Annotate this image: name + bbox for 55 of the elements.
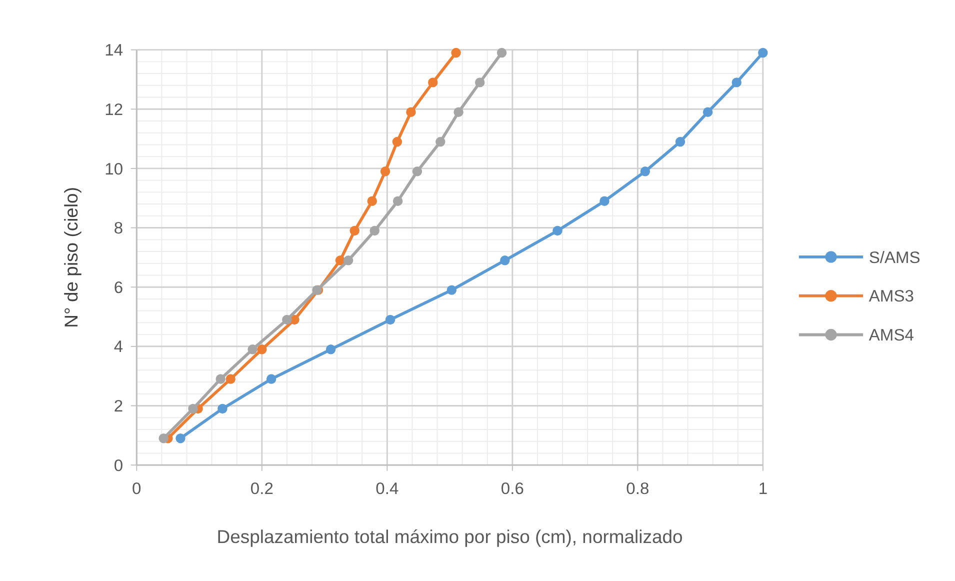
point — [474, 78, 485, 88]
point — [158, 434, 168, 444]
point — [282, 314, 292, 325]
x-tick-label: 0.4 — [376, 479, 399, 498]
point — [552, 226, 562, 236]
point — [392, 136, 402, 147]
legend-label: S/AMS — [868, 248, 920, 267]
point — [380, 166, 390, 176]
point — [385, 314, 396, 325]
point — [446, 285, 457, 295]
y-tick-label: 2 — [114, 396, 124, 416]
y-axis-title: N° de piso (cielo) — [60, 187, 82, 328]
point — [350, 226, 360, 236]
point — [370, 226, 380, 236]
point — [702, 107, 713, 117]
point — [343, 256, 354, 266]
point — [218, 404, 228, 414]
x-tick-label: 1 — [758, 479, 768, 498]
y-tick-label: 8 — [114, 218, 124, 238]
y-tick-label: 12 — [104, 100, 124, 119]
point — [496, 48, 507, 58]
point — [454, 107, 464, 117]
legend-label: AMS4 — [868, 326, 914, 345]
point — [436, 136, 446, 147]
y-tick-label: 0 — [114, 456, 124, 475]
point — [500, 256, 510, 266]
x-tick-label: 0.8 — [626, 479, 650, 498]
point — [406, 107, 416, 117]
y-tick-label: 6 — [114, 278, 124, 297]
x-axis-title: Desplazamiento total máximo por piso (cm), normalizado — [216, 526, 683, 547]
point — [392, 196, 403, 206]
point — [451, 48, 461, 58]
x-tick-label: 0.6 — [500, 479, 524, 498]
point — [600, 196, 610, 206]
point — [188, 404, 198, 414]
point — [226, 374, 236, 384]
point — [266, 374, 276, 384]
point — [326, 344, 336, 354]
point — [176, 434, 186, 444]
x-tick-label: 0 — [132, 479, 142, 498]
point — [732, 78, 742, 88]
point — [412, 166, 422, 176]
y-tick-label: 14 — [104, 40, 124, 60]
point — [758, 48, 768, 58]
point — [248, 344, 258, 354]
point — [216, 374, 226, 384]
legend-label: AMS3 — [868, 286, 914, 306]
x-tick-label: 0.2 — [250, 479, 274, 498]
y-tick-label: 4 — [114, 337, 124, 356]
point — [675, 136, 686, 147]
point — [367, 196, 377, 206]
point — [428, 78, 438, 88]
y-tick-label: 10 — [104, 159, 124, 178]
point — [257, 344, 267, 354]
point — [640, 166, 650, 176]
